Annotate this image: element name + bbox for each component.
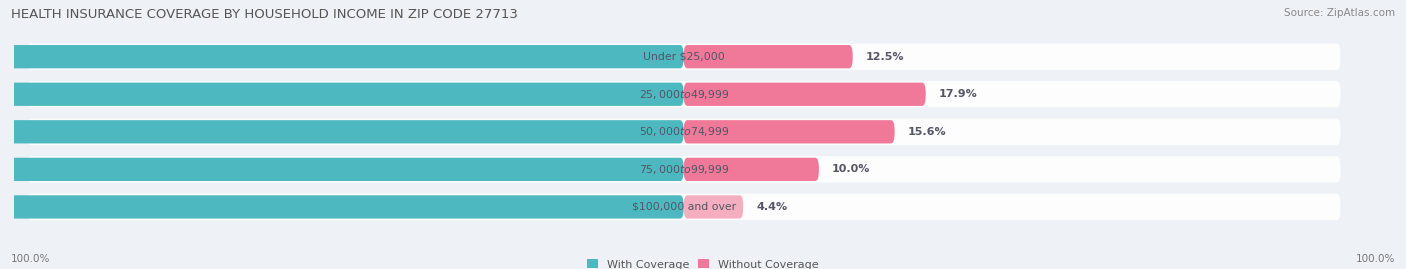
Text: 10.0%: 10.0% — [832, 164, 870, 174]
Text: 4.4%: 4.4% — [756, 202, 787, 212]
FancyBboxPatch shape — [683, 45, 852, 68]
FancyBboxPatch shape — [0, 45, 683, 68]
FancyBboxPatch shape — [683, 120, 894, 143]
FancyBboxPatch shape — [683, 195, 744, 219]
FancyBboxPatch shape — [0, 195, 683, 219]
FancyBboxPatch shape — [27, 194, 1340, 220]
Text: 12.5%: 12.5% — [866, 52, 904, 62]
Text: 15.6%: 15.6% — [907, 127, 946, 137]
FancyBboxPatch shape — [683, 158, 818, 181]
Text: 100.0%: 100.0% — [11, 254, 51, 264]
FancyBboxPatch shape — [683, 83, 925, 106]
Text: 17.9%: 17.9% — [939, 89, 977, 99]
FancyBboxPatch shape — [27, 119, 1340, 145]
Text: Source: ZipAtlas.com: Source: ZipAtlas.com — [1284, 8, 1395, 18]
Text: $50,000 to $74,999: $50,000 to $74,999 — [638, 125, 728, 138]
Text: 100.0%: 100.0% — [1355, 254, 1395, 264]
Text: Under $25,000: Under $25,000 — [643, 52, 724, 62]
FancyBboxPatch shape — [27, 81, 1340, 107]
FancyBboxPatch shape — [0, 83, 683, 106]
FancyBboxPatch shape — [0, 158, 683, 181]
FancyBboxPatch shape — [0, 120, 683, 143]
Text: $75,000 to $99,999: $75,000 to $99,999 — [638, 163, 728, 176]
Text: $100,000 and over: $100,000 and over — [631, 202, 735, 212]
Text: $25,000 to $49,999: $25,000 to $49,999 — [638, 88, 728, 101]
FancyBboxPatch shape — [27, 156, 1340, 182]
FancyBboxPatch shape — [27, 44, 1340, 70]
Legend: With Coverage, Without Coverage: With Coverage, Without Coverage — [588, 259, 818, 269]
Text: HEALTH INSURANCE COVERAGE BY HOUSEHOLD INCOME IN ZIP CODE 27713: HEALTH INSURANCE COVERAGE BY HOUSEHOLD I… — [11, 8, 519, 21]
